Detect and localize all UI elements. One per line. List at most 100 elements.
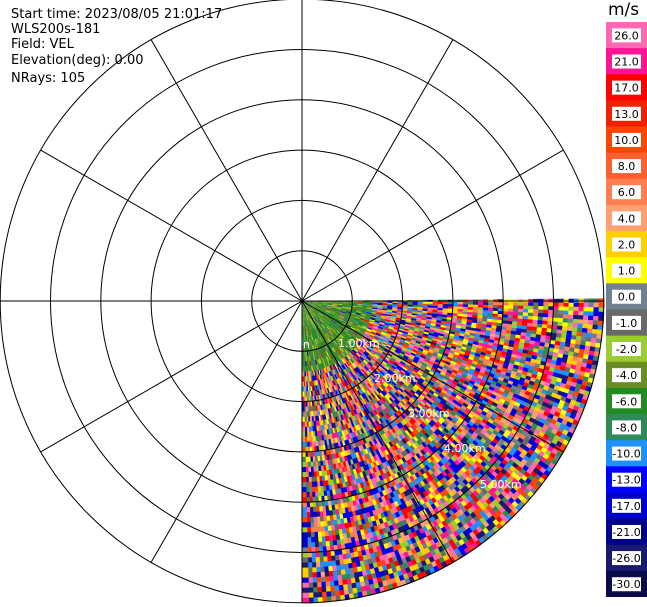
velocity-gate — [344, 368, 349, 375]
velocity-gate — [411, 370, 418, 377]
velocity-gate — [309, 319, 312, 325]
velocity-gate — [340, 358, 346, 365]
velocity-gate — [344, 327, 350, 332]
velocity-gate — [358, 350, 364, 356]
velocity-gate — [355, 373, 361, 379]
velocity-gate — [363, 343, 369, 349]
velocity-gate — [345, 355, 351, 361]
velocity-gate — [344, 327, 350, 332]
velocity-gate — [311, 312, 316, 318]
velocity-gate — [396, 374, 403, 380]
velocity-gate — [357, 383, 363, 390]
velocity-gate — [387, 391, 394, 398]
velocity-gate — [324, 334, 329, 340]
velocity-gate — [354, 361, 360, 367]
velocity-gate — [352, 369, 358, 375]
velocity-gate — [311, 329, 315, 335]
velocity-gate — [380, 376, 387, 383]
velocity-gate — [305, 304, 310, 309]
velocity-gate — [328, 315, 334, 319]
velocity-gate — [325, 326, 331, 331]
velocity-gate — [309, 314, 312, 320]
velocity-gate — [345, 324, 352, 329]
velocity-gate — [368, 353, 374, 359]
velocity-gate — [340, 323, 346, 328]
velocity-gate — [388, 389, 395, 396]
velocity-gate — [373, 346, 380, 352]
velocity-gate — [325, 326, 330, 332]
velocity-gate — [349, 337, 355, 343]
velocity-gate — [379, 378, 386, 384]
velocity-gate — [360, 387, 366, 394]
velocity-gate — [384, 373, 391, 379]
velocity-gate — [371, 348, 378, 354]
velocity-gate — [352, 333, 358, 338]
velocity-gate — [336, 355, 341, 362]
velocity-gate — [338, 318, 344, 322]
velocity-gate — [388, 383, 395, 390]
velocity-gate — [325, 350, 329, 357]
velocity-gate — [361, 337, 367, 342]
velocity-gate — [315, 315, 320, 321]
velocity-gate — [315, 321, 320, 327]
velocity-gate — [380, 383, 387, 390]
velocity-gate — [338, 348, 343, 354]
velocity-gate — [401, 375, 408, 382]
velocity-gate — [335, 350, 340, 357]
velocity-gate — [361, 398, 367, 406]
velocity-gate — [382, 340, 389, 346]
velocity-gate — [324, 327, 329, 333]
velocity-gate — [386, 370, 393, 377]
velocity-gate — [333, 352, 338, 358]
velocity-gate — [305, 304, 311, 308]
velocity-gate — [402, 365, 410, 371]
velocity-gate — [335, 331, 341, 336]
velocity-gate — [347, 353, 353, 359]
velocity-gate — [363, 365, 370, 372]
velocity-gate — [350, 364, 356, 370]
velocity-gate — [333, 351, 338, 358]
velocity-gate — [316, 314, 321, 320]
velocity-gate — [315, 306, 322, 310]
velocity-gate — [337, 342, 342, 349]
velocity-gate — [378, 364, 385, 370]
velocity-gate — [342, 351, 348, 357]
velocity-gate — [392, 378, 400, 385]
velocity-gate — [403, 363, 411, 369]
velocity-gate — [355, 366, 361, 373]
velocity-gate — [317, 343, 321, 349]
velocity-gate — [394, 376, 401, 383]
velocity-gate — [386, 377, 393, 384]
velocity-gate — [360, 355, 366, 361]
velocity-gate — [320, 317, 325, 323]
velocity-gate — [317, 320, 322, 326]
velocity-gate — [314, 316, 319, 321]
velocity-gate — [311, 304, 317, 307]
velocity-gate — [336, 329, 342, 334]
velocity-gate — [406, 367, 414, 374]
velocity-gate — [323, 334, 328, 340]
velocity-gate — [367, 412, 373, 420]
velocity-gate — [361, 336, 368, 341]
velocity-gate — [389, 375, 396, 381]
velocity-gate — [384, 356, 391, 363]
velocity-gate — [369, 417, 376, 424]
velocity-gate — [384, 393, 391, 400]
velocity-gate — [305, 305, 309, 310]
velocity-gate — [346, 367, 352, 373]
velocity-gate — [381, 396, 388, 403]
velocity-gate — [332, 363, 337, 370]
velocity-gate — [306, 310, 309, 316]
velocity-gate — [385, 355, 392, 361]
velocity-gate — [347, 372, 352, 379]
velocity-gate — [356, 384, 362, 391]
velocity-gate — [360, 339, 366, 344]
velocity-gate — [339, 340, 345, 346]
velocity-gate — [361, 361, 367, 367]
velocity-gate — [387, 361, 394, 367]
velocity-gate — [376, 366, 383, 373]
velocity-gate — [318, 312, 323, 317]
velocity-gate — [322, 335, 327, 341]
velocity-gate — [359, 369, 365, 376]
velocity-gate — [364, 397, 370, 404]
